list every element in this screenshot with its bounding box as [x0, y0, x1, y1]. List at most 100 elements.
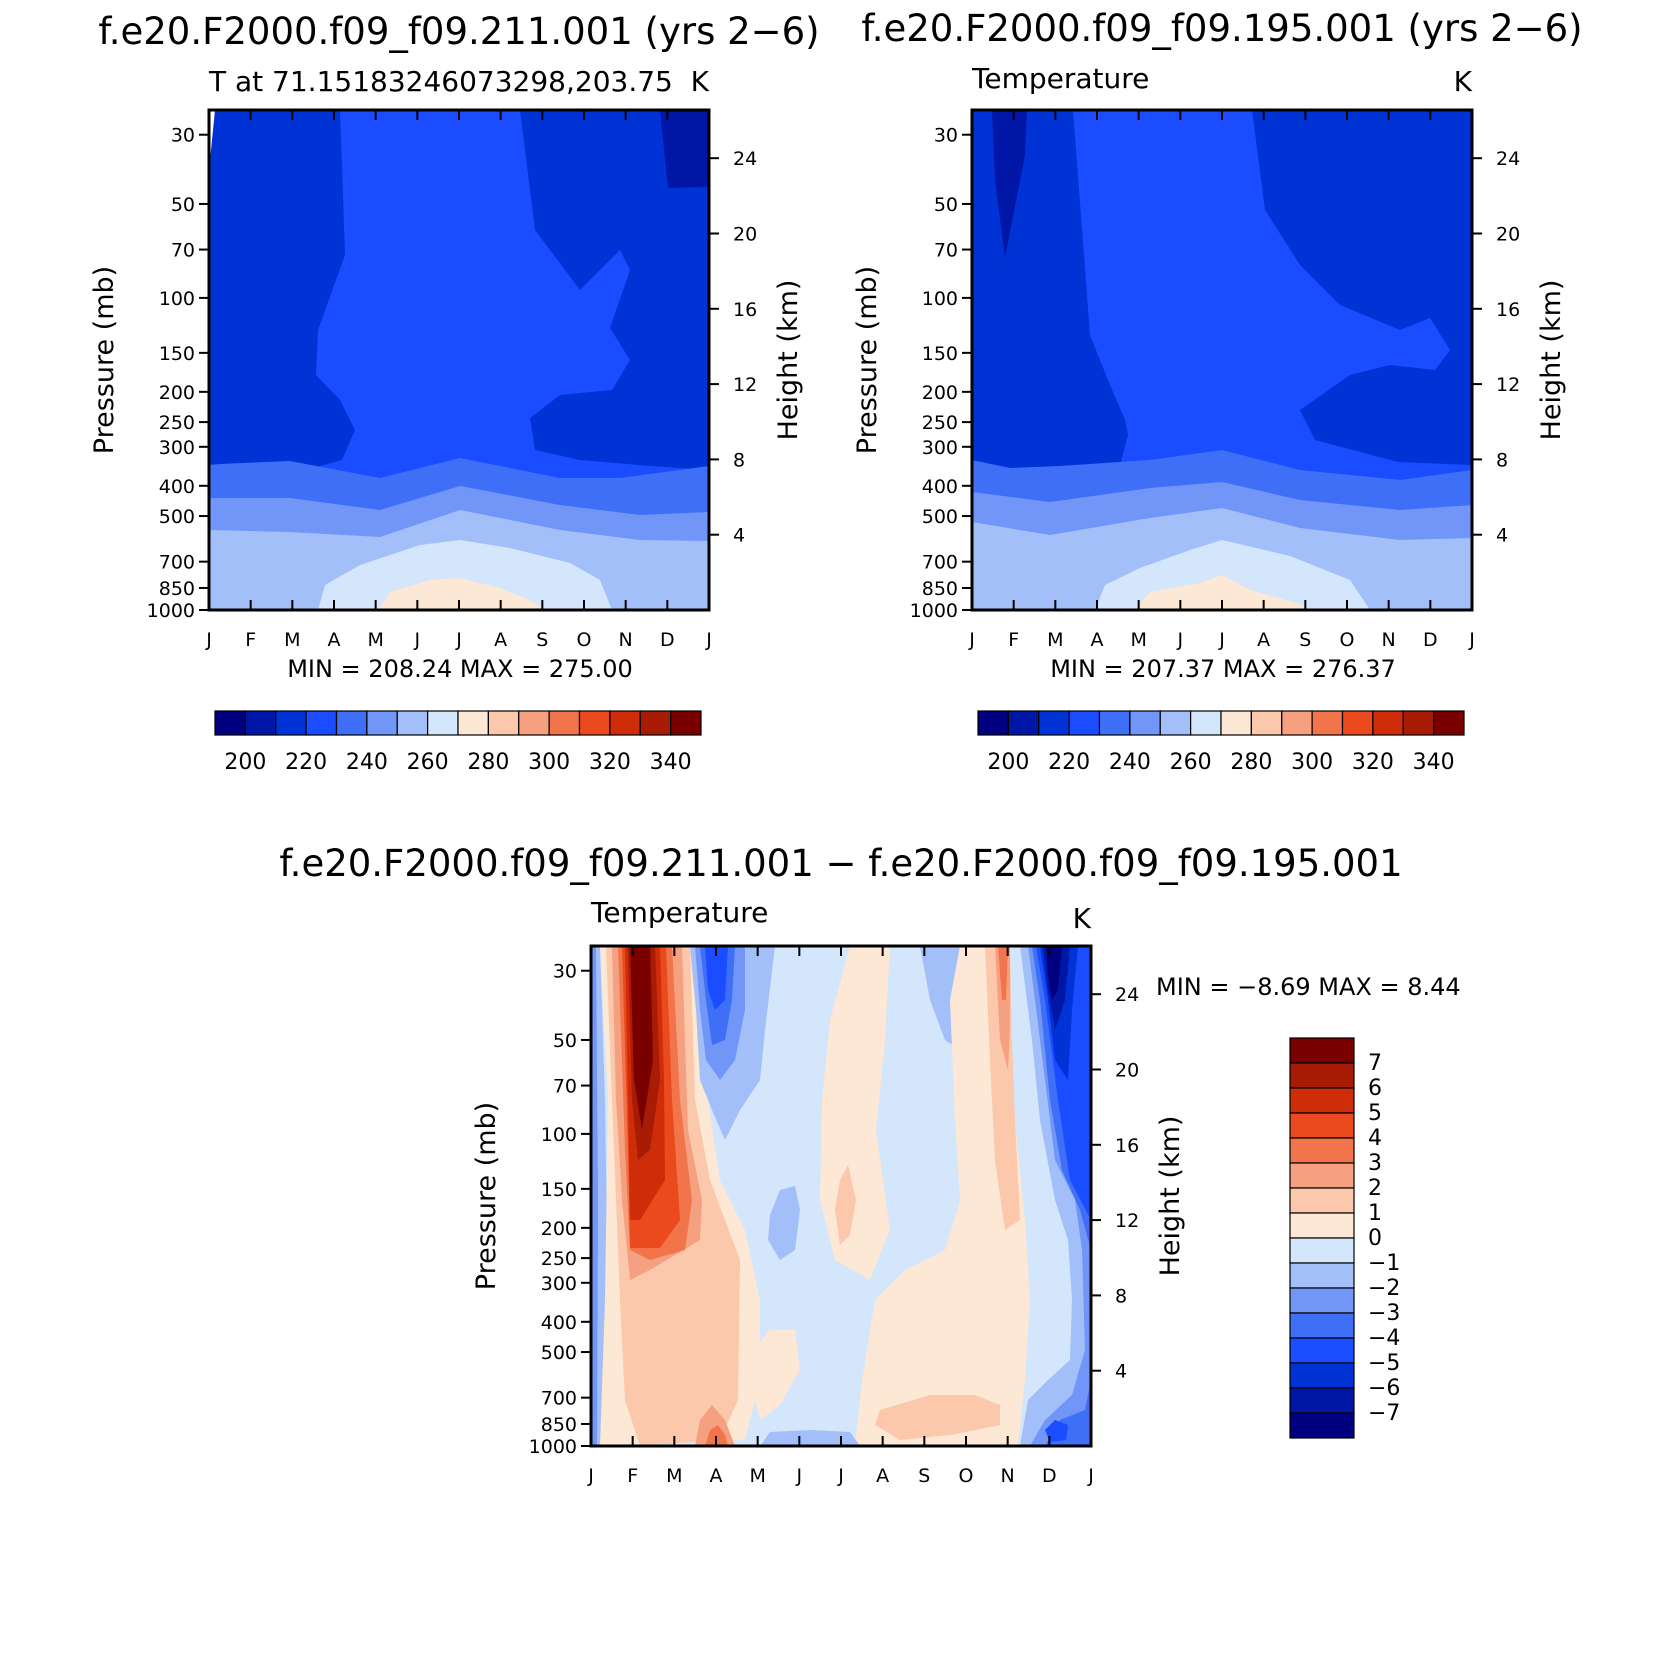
pressure-tick-label: 100	[159, 288, 195, 310]
month-tick-label: J	[205, 629, 212, 651]
height-tick-label: 8	[1115, 1285, 1127, 1307]
month-tick-label: A	[1091, 629, 1104, 651]
colorbar-label: −4	[1368, 1326, 1400, 1351]
pressure-tick-label: 50	[934, 194, 958, 216]
month-tick-label: O	[959, 1465, 974, 1487]
pressure-tick-label: 300	[922, 437, 958, 459]
colorbar-box	[1311, 710, 1344, 736]
pressure-tick-label: 250	[541, 1248, 577, 1270]
panel-3-cool-blob-m	[768, 1186, 800, 1260]
colorbar-box	[1068, 710, 1101, 736]
month-tick-label: J	[1468, 629, 1475, 651]
month-tick-label: N	[1001, 1465, 1015, 1487]
panel-2: f.e20.F2000.f09_f09.195.001 (yrs 2−6) Te…	[852, 7, 1583, 775]
height-tick-label: 12	[1496, 374, 1520, 396]
pressure-tick-label: 700	[922, 552, 958, 574]
pressure-tick-label: 100	[541, 1124, 577, 1146]
colorbar-box	[335, 710, 368, 736]
colorbar-box	[1289, 1112, 1355, 1139]
height-tick-label: 12	[1115, 1210, 1139, 1232]
panel-3-contours	[591, 946, 1091, 1446]
pressure-tick-label: 150	[159, 343, 195, 365]
colorbar-box	[670, 710, 702, 736]
pressure-tick-label: 1000	[529, 1436, 577, 1458]
colorbar-box	[1289, 1137, 1355, 1164]
colorbar-label: −7	[1368, 1401, 1400, 1426]
colorbar-box	[1289, 1162, 1355, 1189]
pressure-tick-label: 250	[159, 412, 195, 434]
panel-2-colorbar: 200 220 240 260 280 300 320 340	[977, 710, 1465, 775]
height-tick-label: 8	[1496, 449, 1508, 471]
panel-2-band-290	[1135, 575, 1310, 610]
month-tick-label: M	[749, 1465, 765, 1487]
panel-3-right-label: K	[1073, 902, 1092, 935]
pressure-tick-label: 30	[553, 961, 577, 983]
month-tick-label: S	[536, 629, 548, 651]
colorbar-label: −5	[1368, 1351, 1400, 1376]
month-tick-label: S	[918, 1465, 930, 1487]
colorbar-box	[1007, 710, 1040, 736]
colorbar-box	[305, 710, 338, 736]
month-tick-label: A	[710, 1465, 723, 1487]
month-tick-label: F	[245, 629, 256, 651]
colorbar-box	[396, 710, 429, 736]
colorbar-label: 220	[285, 750, 327, 775]
pressure-tick-label: 850	[159, 578, 195, 600]
month-tick-label: J	[968, 629, 975, 651]
panel-2-right-label: K	[1454, 65, 1473, 98]
pressure-tick-label: 200	[541, 1218, 577, 1240]
colorbar-label: 220	[1048, 750, 1090, 775]
pressure-tick-label: 150	[922, 343, 958, 365]
panel-3-left-blue-strip-2	[591, 946, 598, 1446]
colorbar-box	[609, 710, 641, 736]
pressure-tick-label: 700	[159, 552, 195, 574]
pressure-tick-label: 70	[553, 1076, 577, 1098]
colorbar-box	[578, 710, 611, 736]
pressure-tick-label: 30	[171, 125, 195, 147]
panel-3-warm-column-j-inner	[835, 1165, 856, 1245]
panel-2-title: f.e20.F2000.f09_f09.195.001 (yrs 2−6)	[861, 7, 1582, 50]
month-tick-label: J	[837, 1465, 844, 1487]
colorbar-label: 0	[1368, 1226, 1382, 1251]
colorbar-label: −2	[1368, 1276, 1400, 1301]
colorbar-box	[977, 710, 1009, 736]
colorbar-label: 320	[589, 750, 631, 775]
colorbar-box	[1289, 1412, 1355, 1439]
panel-3-left-label: Temperature	[590, 896, 768, 929]
panel-3-title: f.e20.F2000.f09_f09.211.001 − f.e20.F200…	[279, 842, 1402, 885]
panel-1-right-label: K	[691, 65, 710, 98]
height-tick-label: 4	[733, 525, 745, 547]
colorbar-box	[1220, 710, 1252, 736]
colorbar-box	[487, 710, 520, 736]
pressure-tick-label: 700	[541, 1388, 577, 1410]
colorbar-label: 7	[1368, 1051, 1382, 1076]
colorbar-label: −1	[1368, 1251, 1400, 1276]
month-tick-label: J	[705, 629, 712, 651]
height-tick-label: 20	[1115, 1059, 1139, 1081]
colorbar-label: 1	[1368, 1201, 1382, 1226]
month-tick-label: A	[494, 629, 507, 651]
month-tick-label: O	[1340, 629, 1355, 651]
pressure-tick-label: 250	[922, 412, 958, 434]
pressure-tick-label: 500	[922, 506, 958, 528]
month-tick-label: M	[666, 1465, 682, 1487]
colorbar-label: 300	[528, 750, 570, 775]
pressure-tick-label: 70	[171, 240, 195, 262]
panel-3-y2label: Height (km)	[1155, 1116, 1186, 1277]
month-tick-label: D	[660, 629, 675, 651]
colorbar-box	[244, 710, 277, 736]
panel-3: f.e20.F2000.f09_f09.211.001 − f.e20.F200…	[279, 842, 1460, 1487]
colorbar-label: 240	[346, 750, 388, 775]
panel-3-stats: MIN = −8.69 MAX = 8.44	[1156, 973, 1461, 1001]
colorbar-box	[1250, 710, 1283, 736]
pressure-tick-label: 50	[171, 194, 195, 216]
panel-2-contours	[972, 110, 1472, 610]
panel-1: f.e20.F2000.f09_f09.211.001 (yrs 2−6) T …	[89, 10, 820, 775]
pressure-tick-label: 150	[541, 1179, 577, 1201]
colorbar-box	[1289, 1262, 1355, 1289]
panel-3-cool-upper-am-4	[705, 946, 728, 1010]
month-tick-label: A	[328, 629, 341, 651]
height-tick-label: 24	[1496, 148, 1520, 170]
pressure-tick-label: 50	[553, 1030, 577, 1052]
colorbar-box	[1281, 710, 1313, 736]
